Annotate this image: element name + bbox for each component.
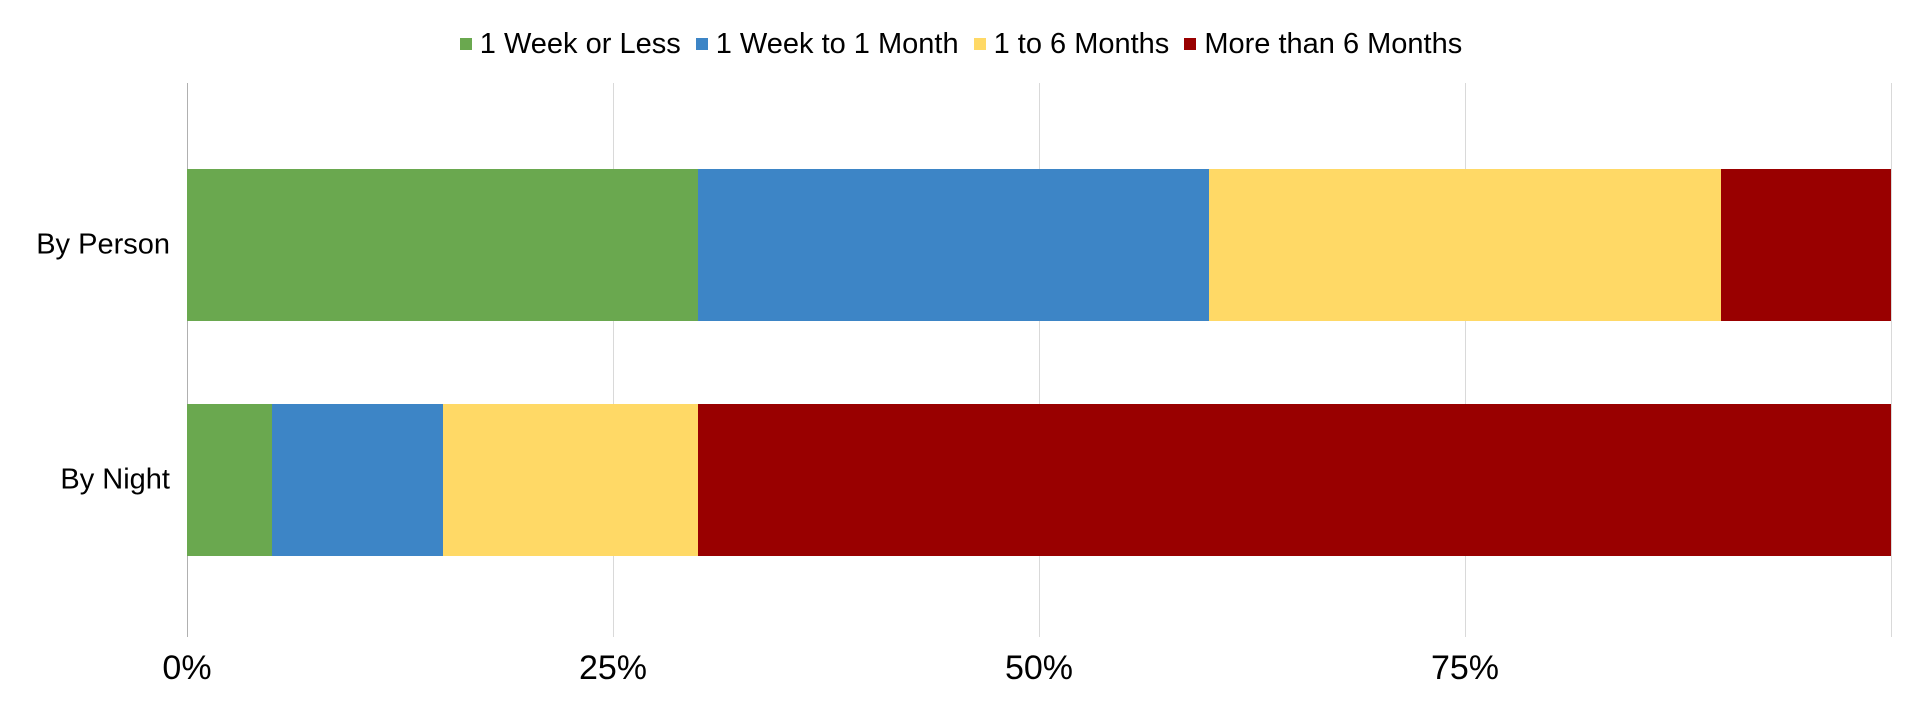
bar-row-by-night bbox=[187, 404, 1891, 556]
x-axis-tick-label-25-: 25% bbox=[578, 649, 648, 687]
legend-item-1-to-6-months: 1 to 6 Months bbox=[973, 27, 1170, 61]
legend-label: 1 to 6 Months bbox=[993, 28, 1170, 60]
bar-segment-by-person-more-than-6-months bbox=[1720, 169, 1891, 321]
category-label-by-person: By Person bbox=[36, 228, 170, 261]
gridline bbox=[613, 83, 614, 637]
x-axis-tick-label-75-: 75% bbox=[1430, 649, 1500, 687]
bar-segment-by-night-more-than-6-months bbox=[698, 404, 1891, 556]
bar-segment-by-night-1-to-6-months bbox=[442, 404, 699, 556]
gridline bbox=[1891, 83, 1892, 637]
bar-segment-by-person-1-week-to-1-month bbox=[698, 169, 1210, 321]
legend-swatch-icon bbox=[695, 38, 708, 50]
plot-area bbox=[187, 83, 1892, 637]
x-axis-tick-label-0-: 0% bbox=[162, 649, 212, 687]
legend-label: More than 6 Months bbox=[1204, 28, 1463, 60]
legend-swatch-icon bbox=[459, 38, 472, 50]
legend-swatch-icon bbox=[973, 38, 986, 50]
x-axis-tick-label-50-: 50% bbox=[1004, 649, 1074, 687]
axis-baseline bbox=[187, 83, 188, 637]
category-label-by-night: By Night bbox=[60, 463, 170, 496]
bar-segment-by-night-1-week-to-1-month bbox=[272, 404, 443, 556]
gridline bbox=[1465, 83, 1466, 637]
bar-segment-by-night-1-week-or-less bbox=[187, 404, 273, 556]
bar-row-by-person bbox=[187, 169, 1891, 321]
legend-label: 1 Week to 1 Month bbox=[715, 28, 959, 60]
legend-item-1-week-to-1-month: 1 Week to 1 Month bbox=[695, 27, 959, 61]
legend-item-more-than-6-months: More than 6 Months bbox=[1184, 27, 1462, 61]
legend-swatch-icon bbox=[1184, 38, 1197, 50]
bar-segment-by-person-1-week-or-less bbox=[187, 169, 699, 321]
bar-segment-by-person-1-to-6-months bbox=[1209, 169, 1721, 321]
legend-label: 1 Week or Less bbox=[479, 28, 681, 60]
gridline bbox=[1039, 83, 1040, 637]
legend-item-1-week-or-less: 1 Week or Less bbox=[459, 27, 681, 61]
chart-legend: 1 Week or Less 1 Week to 1 Month 1 to 6 Mo… bbox=[0, 27, 1922, 61]
